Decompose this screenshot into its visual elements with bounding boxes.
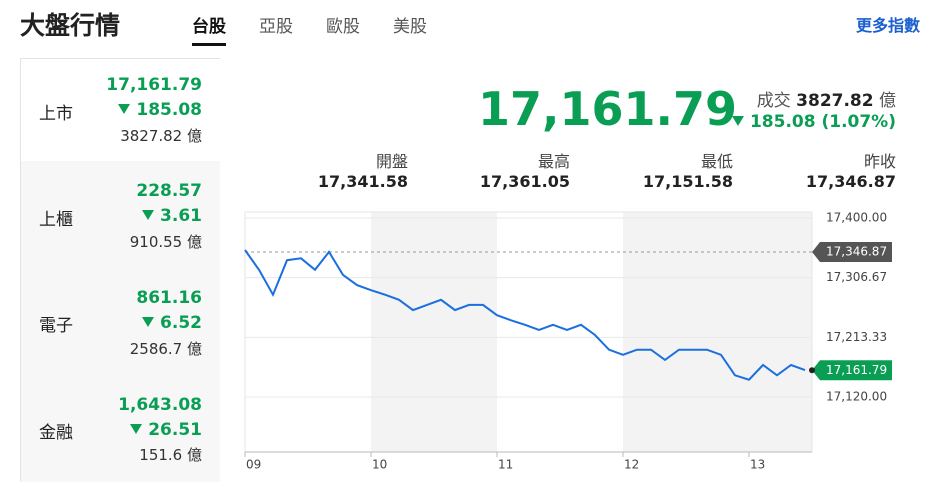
stat-label: 最低 (700, 152, 733, 171)
market-price: 228.57 (136, 181, 202, 201)
market-row[interactable]: 上市 17,161.79 185.08 3827.82 億 (21, 59, 220, 162)
tab[interactable]: 美股 (393, 17, 427, 37)
x-tick-label: 09 (246, 458, 261, 472)
stat-value: 17,361.05 (479, 172, 570, 191)
market-name: 電子 (39, 316, 73, 336)
market-row[interactable]: 金融 1,643.08 26.51 151.6 億 (21, 374, 220, 482)
y-tick-label: 17,213.33 (826, 330, 887, 344)
market-list: 上市 17,161.79 185.08 3827.82 億 上櫃 228.57 … (20, 58, 220, 482)
x-tick-label: 10 (372, 458, 387, 472)
tab[interactable]: 歐股 (326, 17, 360, 37)
stat-value: 17,151.58 (642, 172, 733, 191)
stat-label: 昨收 (863, 152, 896, 171)
day-shade (749, 212, 812, 452)
index-change: 185.08 (1.07%) (731, 112, 896, 132)
market-volume: 151.6 億 (139, 446, 202, 464)
market-row[interactable]: 上櫃 228.57 3.61 910.55 億 (21, 161, 220, 269)
tab[interactable]: 亞股 (259, 17, 293, 37)
market-price: 17,161.79 (106, 75, 202, 95)
tab[interactable]: 台股 (192, 12, 226, 46)
market-change: 26.51 (130, 420, 202, 440)
market-row[interactable]: 電子 861.16 6.52 2586.7 億 (21, 268, 220, 375)
market-volume: 3827.82 億 (120, 127, 202, 145)
page-title: 大盤行情 (20, 11, 121, 40)
index-price: 17,161.79 (478, 82, 737, 136)
last-price-label: 17,161.79 (826, 363, 887, 377)
day-shade (371, 212, 497, 452)
stat-label: 最高 (537, 152, 570, 171)
market-price: 1,643.08 (118, 395, 202, 415)
market-price: 861.16 (136, 288, 202, 308)
stat-label: 開盤 (375, 152, 408, 171)
x-tick-label: 11 (498, 458, 513, 472)
y-tick-label: 17,306.67 (826, 270, 887, 284)
market-change: 6.52 (142, 313, 202, 333)
price-line (244, 249, 806, 381)
stat-value: 17,346.87 (805, 172, 896, 191)
more-link[interactable]: 更多指數 (855, 16, 920, 35)
market-change: 185.08 (118, 100, 202, 120)
market-change: 3.61 (142, 206, 202, 226)
reference-label: 17,346.87 (826, 244, 887, 258)
last-price-box (812, 360, 892, 381)
stat-value: 17,341.58 (317, 172, 408, 191)
turnover: 成交 3827.82 億 (756, 91, 896, 111)
y-tick-label: 17,400.00 (826, 211, 887, 225)
last-dot (809, 367, 815, 374)
reference-box (812, 241, 892, 262)
market-name: 上市 (39, 104, 73, 124)
market-name: 金融 (39, 423, 73, 443)
x-tick-label: 13 (750, 458, 765, 472)
y-tick-label: 17,120.00 (826, 390, 887, 404)
day-shade (623, 212, 749, 452)
market-volume: 910.55 億 (129, 233, 202, 251)
market-volume: 2586.7 億 (129, 340, 202, 358)
x-tick-label: 12 (624, 458, 639, 472)
market-name: 上櫃 (39, 210, 73, 230)
